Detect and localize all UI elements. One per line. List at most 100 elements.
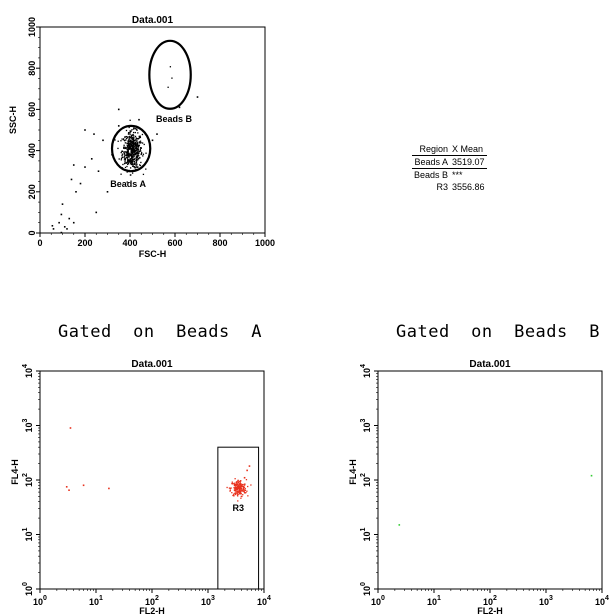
data-point: [137, 141, 139, 143]
data-point: [130, 160, 132, 163]
data-point: [134, 167, 136, 169]
data-point: [236, 490, 238, 492]
data-point: [238, 492, 241, 494]
y-tick-label: 800: [27, 61, 37, 76]
y-tick-label: 103: [360, 418, 372, 432]
data-point: [126, 142, 128, 144]
data-point: [243, 492, 246, 494]
data-point: [127, 151, 129, 153]
data-point: [69, 427, 72, 429]
data-point: [127, 163, 129, 165]
x-tick-label: 103: [539, 595, 553, 607]
x-axis-label: FL2-H: [139, 606, 165, 616]
data-point: [138, 137, 140, 140]
data-point: [136, 156, 139, 158]
data-point: [139, 142, 141, 144]
data-point: [131, 138, 133, 140]
data-point: [239, 487, 242, 490]
data-point: [124, 139, 126, 142]
data-point: [234, 491, 236, 493]
data-point: [231, 492, 233, 494]
data-point: [125, 137, 128, 140]
x-axis-label: FL2-H: [477, 606, 503, 616]
data-point: [60, 231, 63, 234]
data-point: [121, 150, 123, 153]
data-point: [123, 147, 125, 149]
data-point: [127, 154, 129, 156]
data-point: [135, 157, 137, 159]
data-point: [128, 143, 130, 145]
data-point: [132, 163, 134, 165]
data-point: [169, 66, 172, 68]
data-point: [132, 147, 134, 149]
data-point: [139, 136, 141, 139]
data-point: [135, 139, 137, 141]
data-point: [234, 493, 237, 496]
data-point: [136, 159, 138, 162]
data-point: [133, 159, 135, 161]
data-point: [134, 147, 136, 150]
data-point: [135, 144, 137, 146]
y-tick-label: 200: [27, 184, 37, 199]
data-point: [238, 489, 241, 491]
data-point: [134, 158, 136, 160]
data-point: [137, 132, 139, 134]
data-point: [61, 203, 64, 205]
stats-row: R3 3556.86: [412, 181, 487, 193]
data-point: [236, 482, 238, 484]
y-tick-label: 104: [360, 364, 372, 378]
data-point: [126, 145, 129, 148]
data-point: [178, 106, 181, 109]
data-point: [243, 490, 245, 492]
data-point: [132, 131, 135, 134]
data-point: [122, 163, 124, 166]
x-tick-label: 400: [122, 238, 137, 248]
data-point: [128, 147, 131, 149]
data-point: [137, 158, 139, 160]
data-point: [97, 170, 100, 172]
data-point: [239, 492, 242, 495]
y-tick-label: 0: [27, 230, 37, 235]
data-point: [121, 138, 123, 140]
gate-region-label: R3: [232, 503, 244, 513]
data-point: [244, 487, 246, 490]
data-point: [234, 483, 236, 486]
data-point: [138, 135, 140, 137]
data-point: [117, 125, 120, 127]
data-point: [124, 161, 126, 163]
data-point: [231, 481, 233, 483]
data-point: [132, 150, 134, 153]
x-tick-label: 101: [427, 595, 441, 607]
data-point: [135, 166, 137, 168]
data-point: [129, 158, 131, 160]
data-point: [120, 159, 122, 161]
data-point: [129, 167, 132, 169]
data-point: [243, 484, 245, 486]
data-point: [140, 161, 142, 164]
data-point: [136, 128, 138, 130]
scatter-gated-a: Data.001 100 101 102 103 104 100 101 102 103 104 FL…: [10, 359, 271, 616]
data-point: [124, 157, 126, 160]
y-tick-label: 100: [360, 582, 372, 596]
data-point: [128, 156, 130, 158]
data-point: [82, 484, 85, 487]
data-point: [63, 226, 66, 228]
data-point: [242, 494, 244, 496]
data-point: [131, 154, 133, 157]
data-point: [136, 156, 138, 159]
data-point: [132, 142, 134, 145]
data-point: [135, 148, 137, 150]
data-point: [132, 154, 135, 156]
data-point: [125, 147, 127, 149]
data-point: [126, 157, 128, 159]
data-point: [139, 140, 142, 142]
data-point: [234, 488, 236, 490]
data-point: [129, 154, 132, 156]
data-point: [134, 152, 136, 154]
data-point: [132, 133, 134, 136]
y-axis-label: FL4-H: [10, 459, 20, 485]
data-point: [123, 144, 125, 146]
data-point: [75, 191, 77, 193]
data-point: [129, 130, 131, 132]
